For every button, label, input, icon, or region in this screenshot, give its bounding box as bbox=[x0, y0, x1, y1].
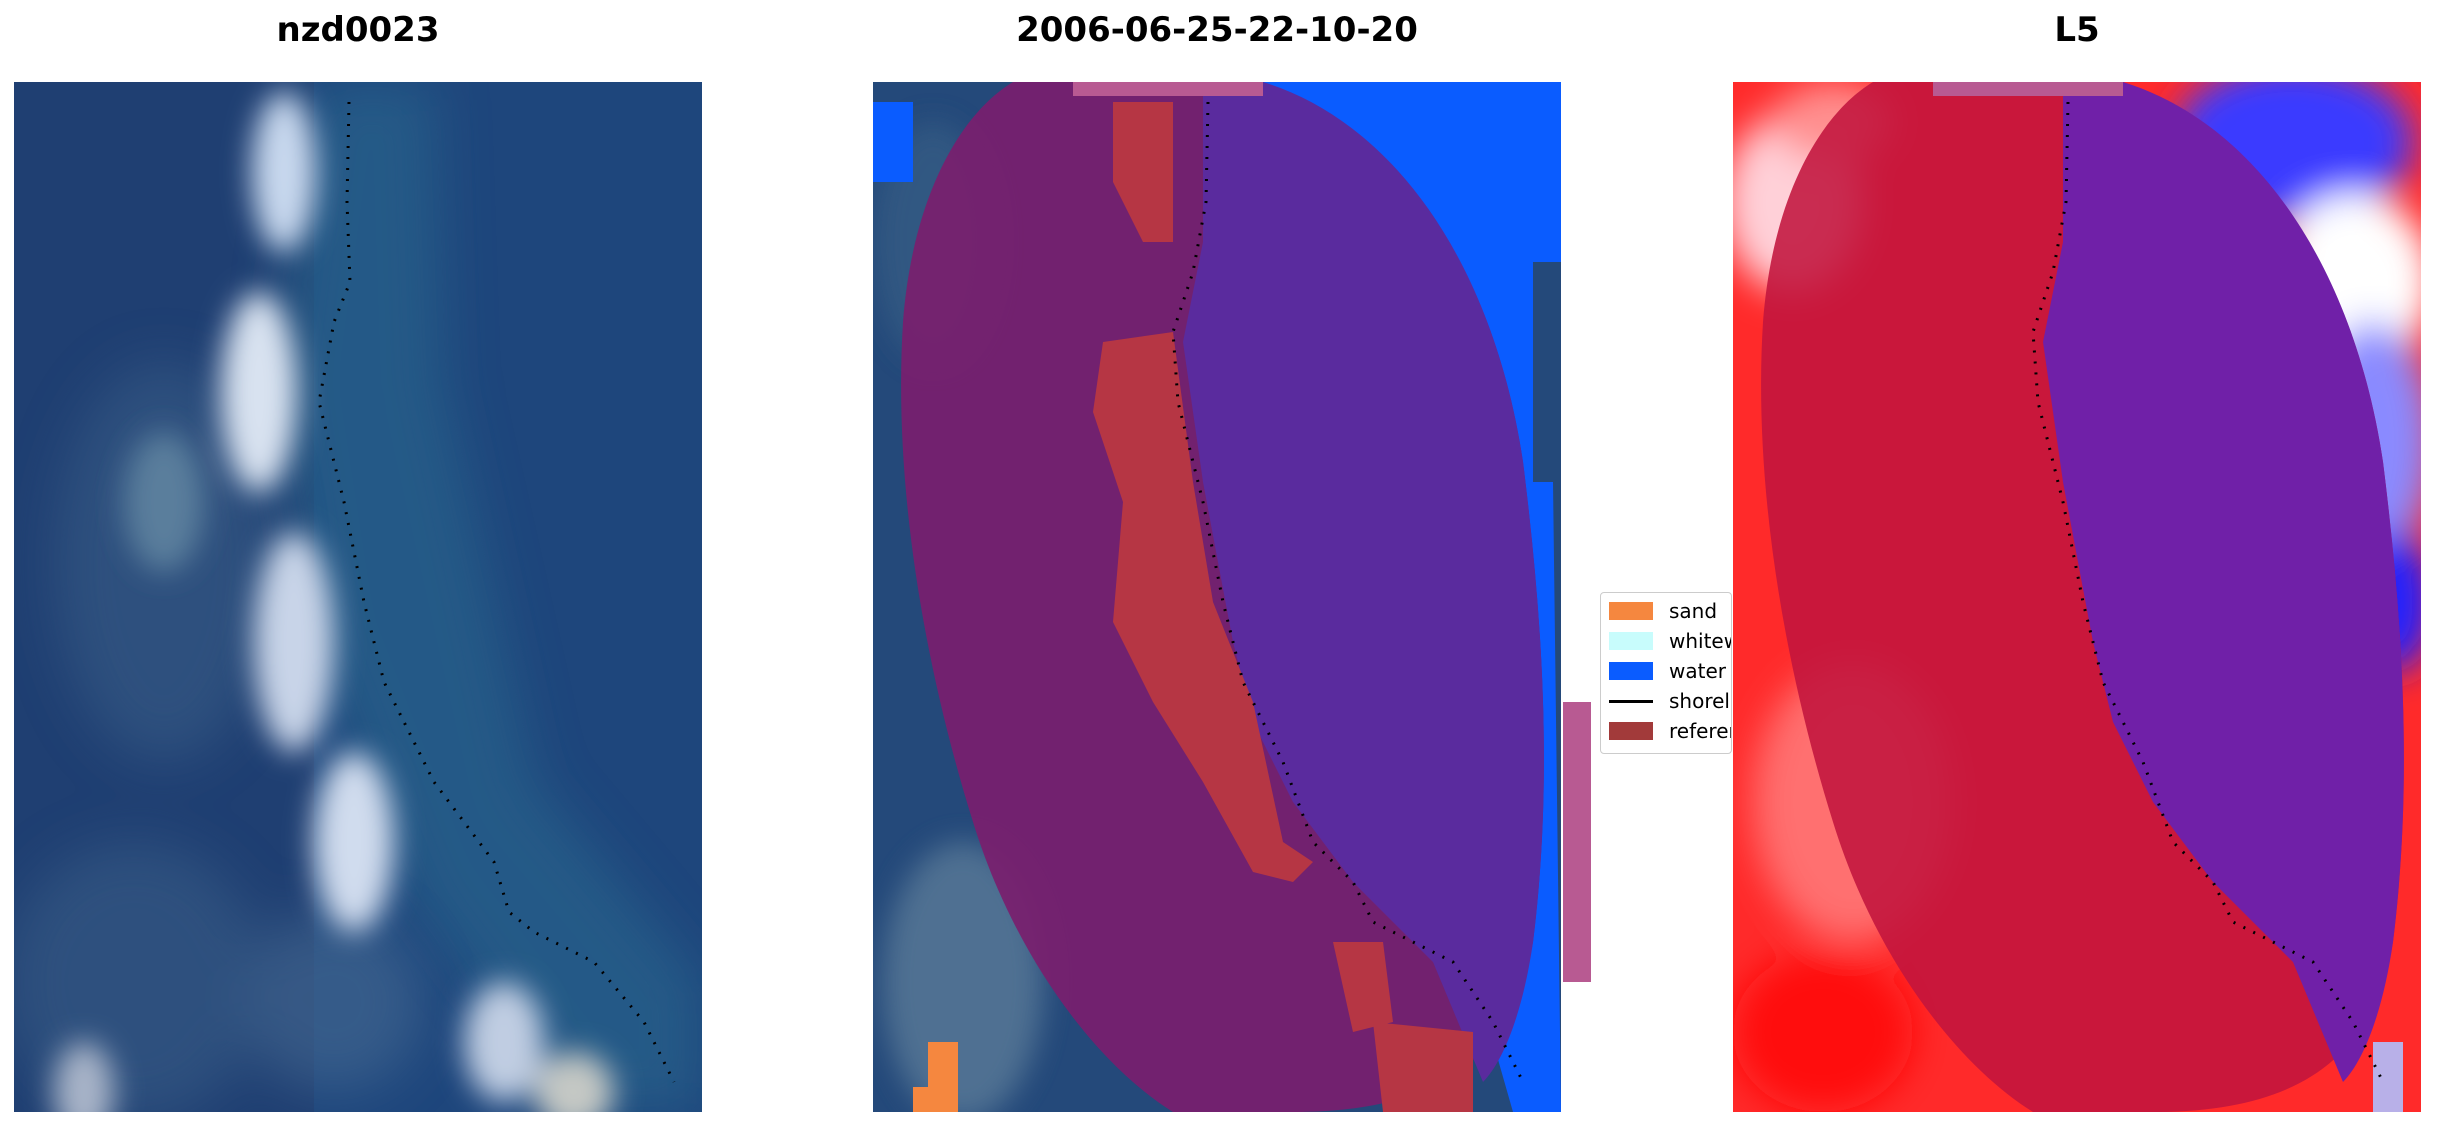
shoreline-classification bbox=[1171, 101, 1525, 1083]
legend-item-water: water bbox=[1609, 657, 1726, 685]
sand-class-patch bbox=[1113, 102, 1173, 242]
classification-image bbox=[873, 82, 1591, 1112]
legend-swatch-water bbox=[1609, 662, 1653, 680]
legend-swatch-sand bbox=[1609, 602, 1653, 620]
legend-swatch-whitewater bbox=[1609, 632, 1653, 650]
legend-item-sand: sand bbox=[1609, 597, 1717, 625]
l5-panel bbox=[1733, 82, 2421, 1112]
shoreline-l5 bbox=[2031, 101, 2385, 1083]
legend-swatch-reference bbox=[1609, 722, 1653, 740]
legend-label-sand: sand bbox=[1669, 599, 1718, 623]
legend-item-shoreline: shoreline bbox=[1609, 687, 1731, 715]
legend-label-shoreline: shoreline bbox=[1669, 689, 1731, 713]
legend-line-shoreline bbox=[1609, 699, 1653, 703]
l5-image bbox=[1733, 82, 2421, 1112]
panel-title-classification: 2006-06-25-22-10-20 bbox=[1016, 10, 1418, 50]
rgb-image bbox=[14, 82, 702, 1112]
legend-label-water: water bbox=[1669, 659, 1726, 683]
occlusion-anchor bbox=[1733, 590, 1734, 591]
rgb-image-panel bbox=[14, 82, 702, 1112]
legend-label-reference: reference region bbox=[1669, 719, 1731, 743]
panel-title-rgb: nzd0023 bbox=[276, 10, 440, 50]
panel-title-l5: L5 bbox=[2054, 10, 2100, 50]
legend-item-reference: reference region bbox=[1609, 717, 1731, 745]
classification-panel bbox=[873, 82, 1603, 1112]
